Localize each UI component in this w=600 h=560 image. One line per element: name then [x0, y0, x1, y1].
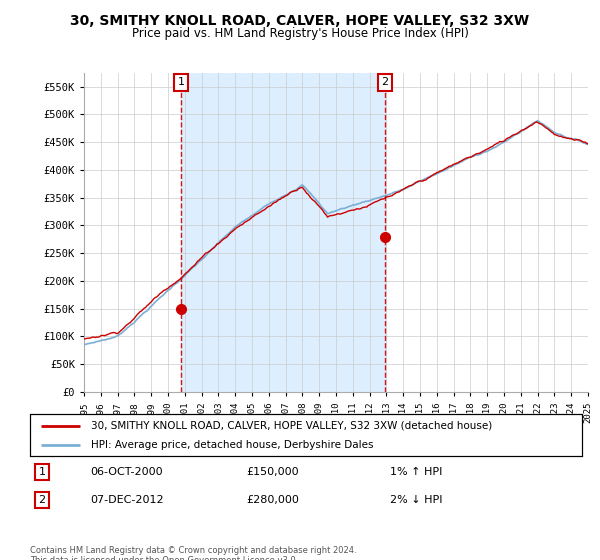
Text: 2: 2 [382, 77, 389, 87]
Text: 2% ↓ HPI: 2% ↓ HPI [390, 495, 443, 505]
Text: 1: 1 [38, 467, 46, 477]
Text: 30, SMITHY KNOLL ROAD, CALVER, HOPE VALLEY, S32 3XW (detached house): 30, SMITHY KNOLL ROAD, CALVER, HOPE VALL… [91, 421, 492, 431]
Text: Price paid vs. HM Land Registry's House Price Index (HPI): Price paid vs. HM Land Registry's House … [131, 27, 469, 40]
Text: HPI: Average price, detached house, Derbyshire Dales: HPI: Average price, detached house, Derb… [91, 440, 373, 450]
Text: 2: 2 [38, 495, 46, 505]
Text: 30, SMITHY KNOLL ROAD, CALVER, HOPE VALLEY, S32 3XW: 30, SMITHY KNOLL ROAD, CALVER, HOPE VALL… [70, 14, 530, 28]
Text: 1% ↑ HPI: 1% ↑ HPI [390, 467, 442, 477]
Text: 1: 1 [178, 77, 184, 87]
Text: Contains HM Land Registry data © Crown copyright and database right 2024.
This d: Contains HM Land Registry data © Crown c… [30, 546, 356, 560]
Text: 06-OCT-2000: 06-OCT-2000 [90, 467, 163, 477]
Text: £150,000: £150,000 [246, 467, 299, 477]
Text: £280,000: £280,000 [246, 495, 299, 505]
Text: 07-DEC-2012: 07-DEC-2012 [90, 495, 164, 505]
Bar [181, 73, 385, 392]
